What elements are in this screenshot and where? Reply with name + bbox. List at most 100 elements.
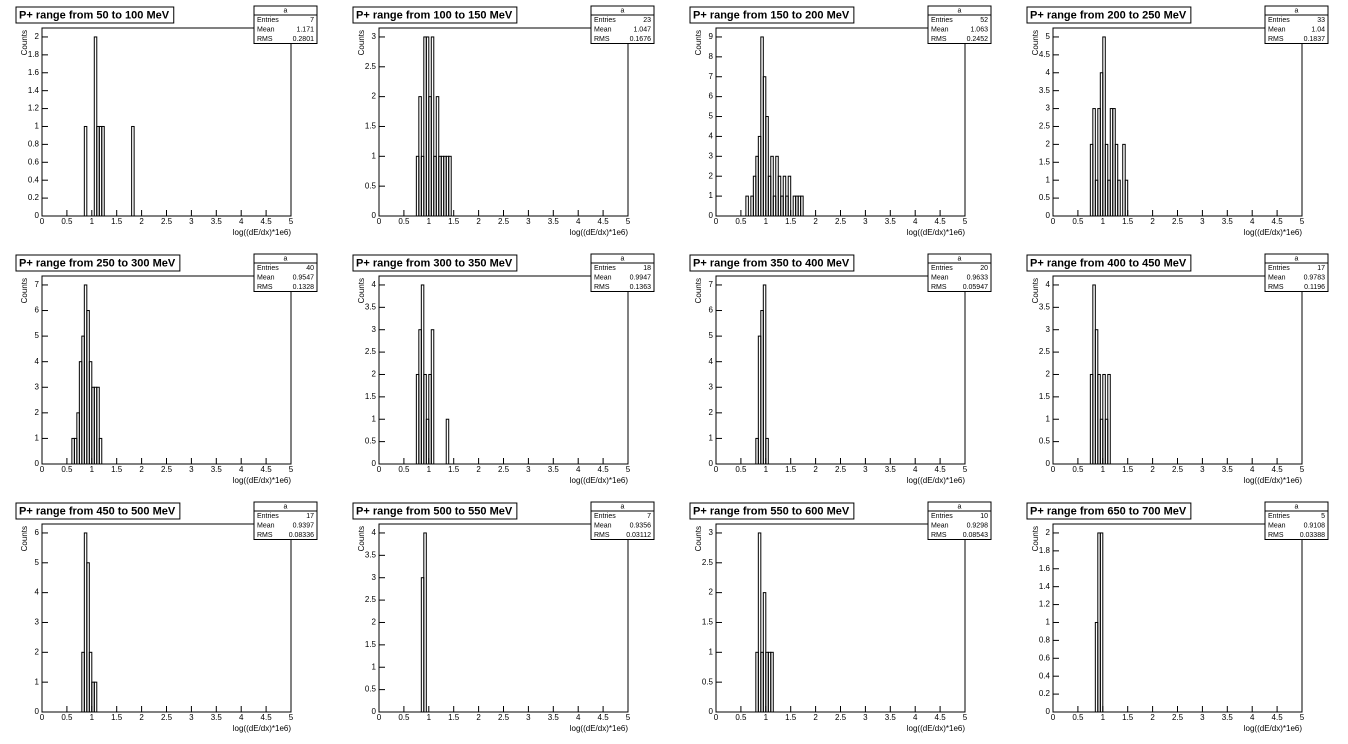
y-tick-label: 6 [709,306,714,315]
y-tick-label: 3 [372,32,377,41]
x-tick-label: 3 [189,465,194,474]
chart-title: P+ range from 450 to 500 MeV [19,505,176,517]
y-tick-label: 5 [35,331,40,340]
x-axis-label: log((dE/dx)*1e6) [1244,724,1303,733]
y-tick-label: 7 [709,280,714,289]
stats-name: a [1295,7,1299,14]
y-tick-label: 3 [1046,104,1051,113]
stats-label: Mean [1268,274,1286,281]
plot-frame [715,275,966,465]
x-tick-label: 0 [377,713,382,722]
chart-title: P+ range from 400 to 450 MeV [1030,257,1187,269]
stats-box [590,5,655,44]
x-tick-label: 0.5 [1072,713,1084,722]
y-tick-label: 2 [709,171,714,180]
y-tick-label: 0 [709,707,714,716]
x-tick-label: 0 [714,713,719,722]
bar [770,155,774,217]
stats-value: 10 [980,513,988,520]
x-tick-label: 3 [526,713,531,722]
x-tick-label: 1 [90,217,95,226]
y-tick-label: 0.6 [28,157,40,166]
x-tick-label: 2 [476,713,481,722]
stats-value: 0.03388 [1300,532,1325,539]
panel: 0 0.5 1 1.5 2 2.5 3 3.5 4 4.5 5 0 0.5 1 1.5 2 2.5 3 3.5 4 4.… [1026,5,1329,237]
x-axis-label: log((dE/dx)*1e6) [570,228,629,237]
x-tick-label: 2 [139,217,144,226]
stats-box [927,501,992,540]
x-tick-label: 3 [526,217,531,226]
stats-box [1264,5,1329,44]
y-tick-label: 2.5 [365,62,377,71]
x-tick-label: 3.5 [548,713,560,722]
stats-box [253,253,318,292]
x-tick-label: 3.5 [1222,465,1234,474]
y-tick-label: 3 [35,618,40,627]
x-tick-label: 3 [863,713,868,722]
bar [445,418,450,465]
stats-value: 0.9108 [1304,522,1326,529]
x-tick-label: 5 [963,217,968,226]
stats-label: Mean [257,26,275,33]
x-tick-label: 0 [1051,465,1056,474]
y-tick-label: 0.2 [1039,689,1051,698]
x-tick-label: 1 [764,217,769,226]
x-tick-label: 3.5 [211,465,223,474]
y-tick-label: 2 [372,92,377,101]
y-tick-label: 0.5 [365,437,377,446]
y-tick-label: 2 [1046,528,1051,537]
stats-label: RMS [1268,532,1284,539]
x-tick-label: 2.5 [835,713,847,722]
stats-value: 0.9633 [967,274,989,281]
y-axis-label: Counts [20,30,29,55]
stats-label: Mean [594,522,612,529]
x-tick-label: 1.5 [1122,217,1134,226]
x-tick-label: 4.5 [261,713,273,722]
y-tick-label: 1 [1046,414,1051,423]
x-tick-label: 4 [576,217,581,226]
panel: 0 0.5 1 1.5 2 2.5 3 3.5 4 4.5 5 0 1 2 3 4 5 6 7 log((dE/dx)… [15,253,318,485]
title-box [1026,254,1192,272]
stats-label: Entries [1268,265,1290,272]
x-tick-label: 3.5 [885,713,897,722]
stats-box [253,501,318,540]
y-tick-label: 0 [709,211,714,220]
y-axis-label: Counts [357,278,366,303]
y-tick-label: 1 [1046,618,1051,627]
y-tick-label: 1 [372,662,377,671]
panel: 0 0.5 1 1.5 2 2.5 3 3.5 4 4.5 5 0 1 2 3 4 5 6 log((dE/dx)*… [15,501,318,733]
chart-title: P+ range from 150 to 200 MeV [693,9,850,21]
y-tick-label: 3 [709,151,714,160]
title-box [689,6,855,24]
x-tick-label: 2.5 [161,465,173,474]
title-box [352,254,518,272]
x-tick-label: 0 [40,713,45,722]
x-tick-label: 4.5 [935,465,947,474]
x-axis-label: log((dE/dx)*1e6) [233,724,292,733]
stats-label: RMS [594,36,610,43]
y-axis-label: Counts [694,30,703,55]
stats-name: a [1295,255,1299,262]
chart-title: P+ range from 500 to 550 MeV [356,505,513,517]
x-tick-label: 5 [1300,465,1305,474]
y-tick-label: 0 [372,211,377,220]
stats-value: 23 [643,17,651,24]
x-tick-label: 2 [139,465,144,474]
y-tick-label: 0.4 [1039,671,1051,680]
panel: 0 0.5 1 1.5 2 2.5 3 3.5 4 4.5 5 0 0.5 1 1.5 2 2.5 3 log((d… [352,5,655,237]
x-tick-label: 5 [289,217,294,226]
x-tick-label: 4.5 [1272,217,1284,226]
stats-value: 0.1676 [630,36,652,43]
x-tick-label: 1.5 [111,465,123,474]
x-tick-label: 2.5 [498,465,510,474]
y-axis-label: Counts [1031,30,1040,55]
x-tick-label: 0.5 [735,465,747,474]
x-tick-label: 4.5 [598,465,610,474]
x-tick-label: 3.5 [1222,713,1234,722]
y-tick-label: 5 [1046,32,1051,41]
bar [83,125,88,217]
y-tick-label: 6 [35,306,40,315]
stats-label: Entries [931,513,953,520]
y-tick-label: 1.5 [1039,157,1051,166]
